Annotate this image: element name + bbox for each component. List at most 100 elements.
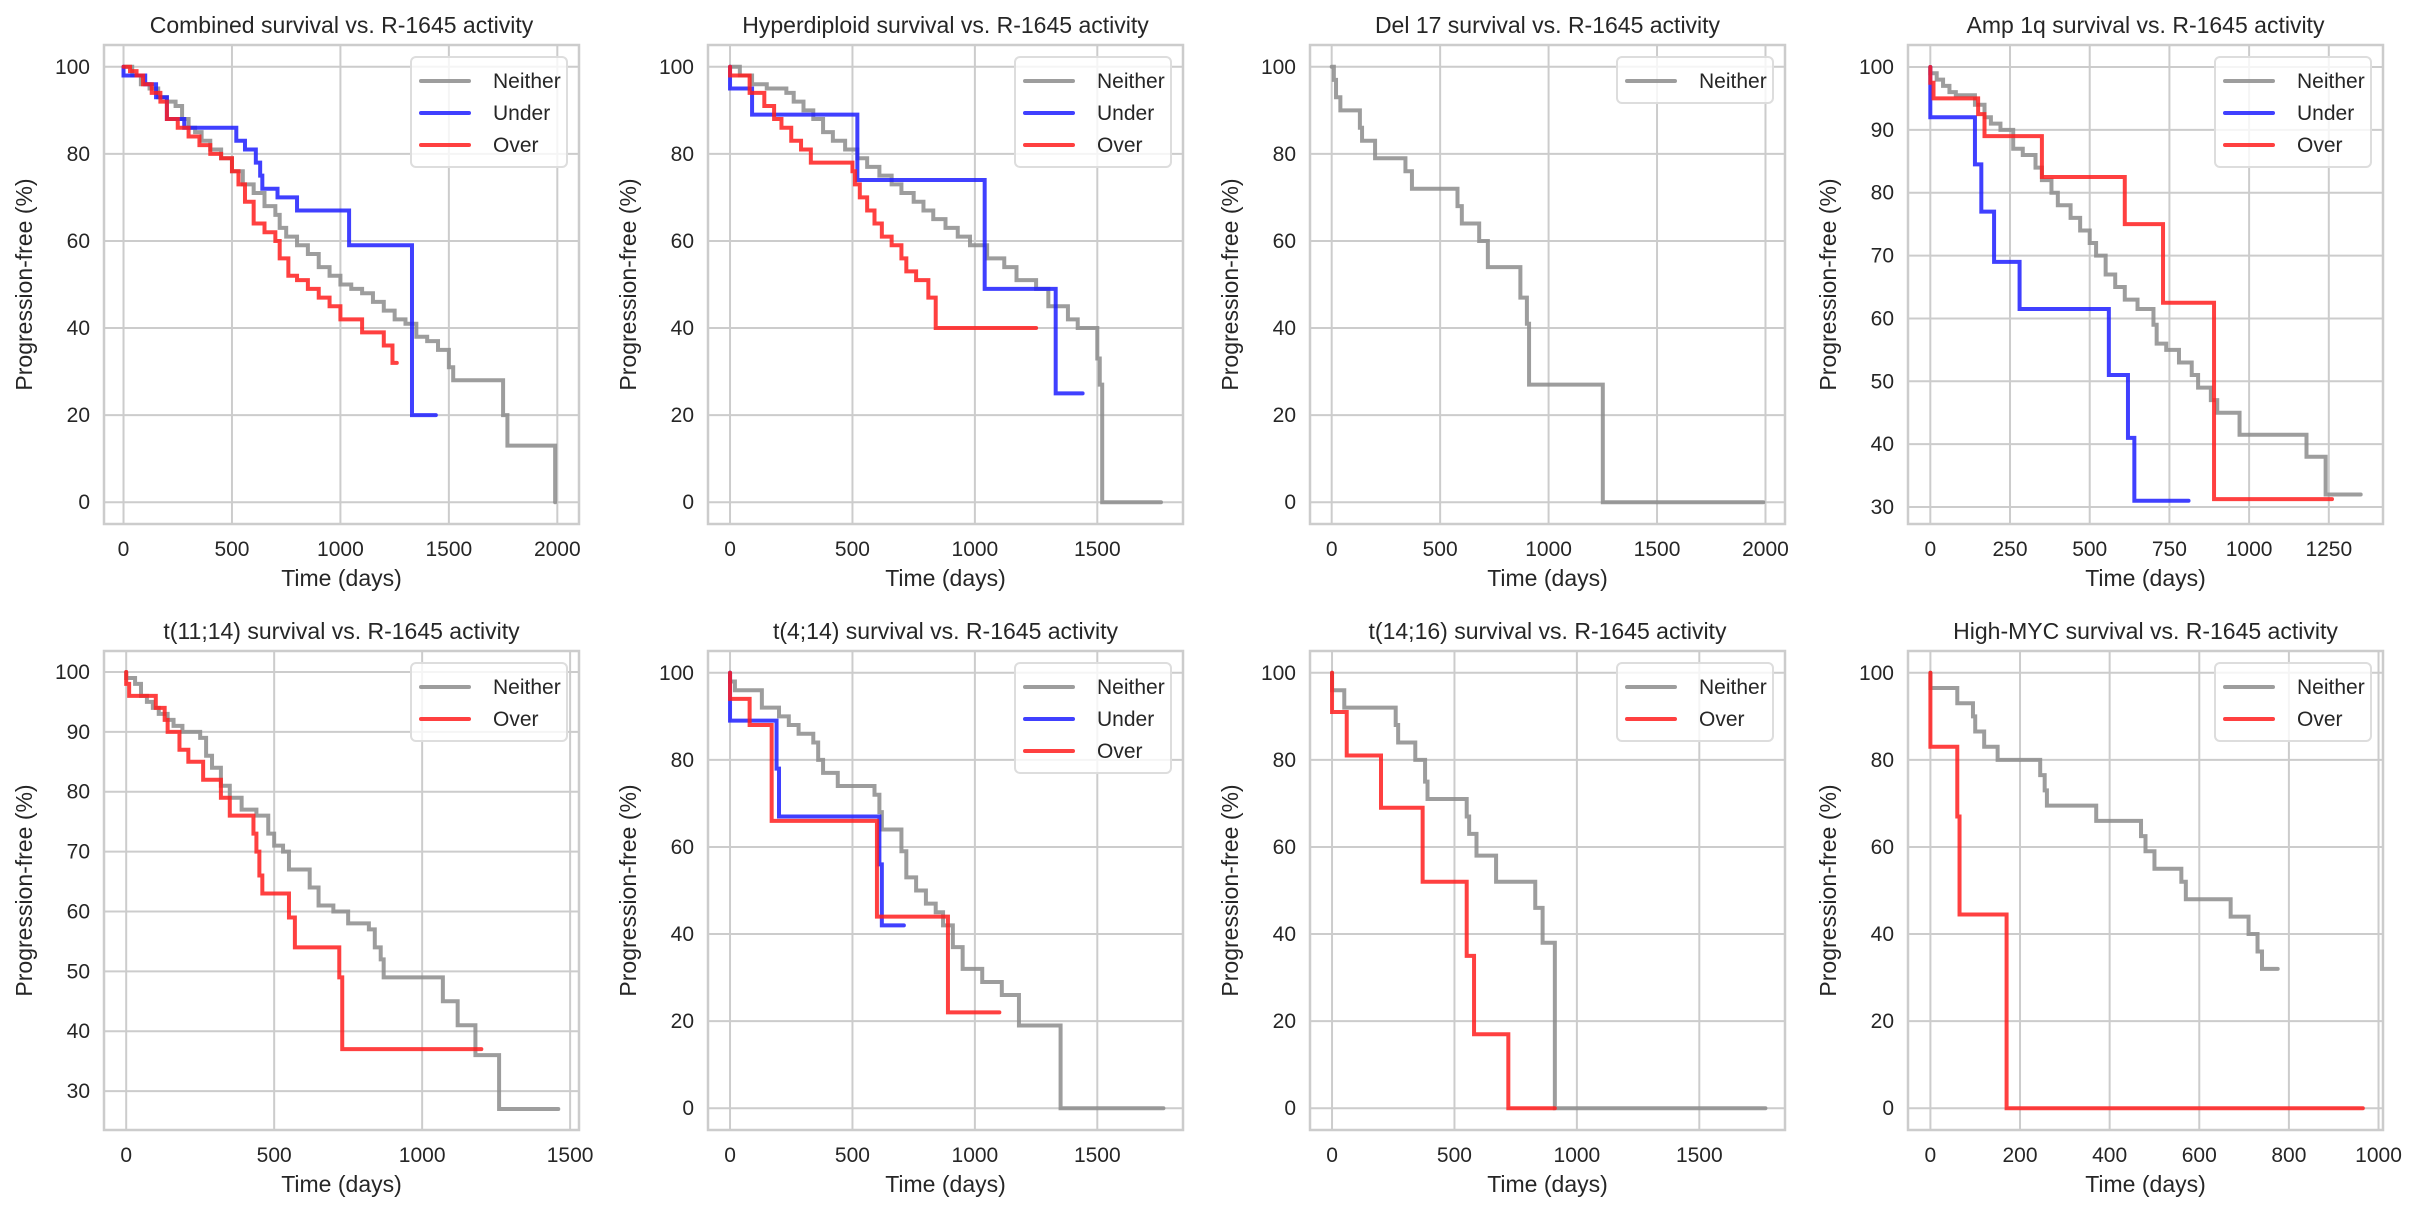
- y-axis-label: Progression-free (%): [1815, 784, 1841, 996]
- y-tick-label: 0: [1284, 491, 1296, 514]
- panel-del-17: 0 500 1000 1500 2000 0 20 40 60 80 100 Del 17 survi…: [1217, 12, 1789, 591]
- legend-box: [1014, 56, 1172, 168]
- y-tick-label: 40: [67, 1020, 90, 1043]
- series-over-curve: [1928, 670, 2365, 1111]
- axes-frame: [706, 43, 1185, 526]
- x-tick-label: 1000: [2355, 1144, 2402, 1167]
- y-tick-label: 20: [67, 404, 90, 427]
- panel-combined: 0 500 1000 1500 2000 0 20 40 60 80 100 Combined sur…: [11, 12, 581, 591]
- x-tick-label: 0: [1924, 538, 1936, 561]
- y-tick-label: 40: [67, 317, 90, 340]
- axes-frame: [1906, 43, 2385, 526]
- x-tick-label: 800: [2271, 1144, 2306, 1167]
- x-tick-label: 1500: [1074, 1144, 1121, 1167]
- x-tick-label: 0: [1925, 1144, 1937, 1167]
- series-under-curve: [1928, 65, 2191, 503]
- panel-t-14-16: 0 500 1000 1500 0 20 40 60 80 100 t(14;16) surviva…: [1217, 618, 1787, 1197]
- y-tick-label: 60: [1273, 230, 1296, 253]
- y-tick-label: 0: [1284, 1097, 1296, 1120]
- x-tick-label: 500: [214, 538, 249, 561]
- y-tick-label: 100: [1261, 56, 1296, 79]
- y-tick-label: 40: [1273, 317, 1296, 340]
- x-tick-label: 1000: [952, 538, 999, 561]
- y-tick-label: 60: [1871, 836, 1894, 859]
- legend: Neither Over: [1616, 662, 1774, 742]
- y-axis-label: Progression-free (%): [615, 178, 641, 390]
- legend: Neither Over: [2214, 662, 2372, 742]
- y-tick-label: 60: [1871, 307, 1894, 330]
- chart-title: t(4;14) survival vs. R-1645 activity: [773, 618, 1119, 644]
- chart-title: Combined survival vs. R-1645 activity: [150, 12, 534, 38]
- y-tick-label: 80: [1871, 182, 1894, 205]
- y-axis-label: Progression-free (%): [11, 178, 37, 390]
- y-tick-label: 0: [78, 491, 90, 514]
- y-axis-label: Progression-free (%): [1815, 178, 1841, 390]
- series-under-curve: [728, 64, 1085, 396]
- y-tick-label: 50: [1871, 370, 1894, 393]
- x-axis-label: Time (days): [885, 565, 1006, 591]
- legend-box: [1014, 662, 1172, 774]
- x-tick-label: 600: [2182, 1144, 2217, 1167]
- x-tick-label: 1000: [952, 1144, 999, 1167]
- y-tick-label: 20: [671, 404, 694, 427]
- y-axis-label: Progression-free (%): [615, 784, 641, 996]
- series-over-curve: [124, 669, 484, 1052]
- x-axis-label: Time (days): [2085, 565, 2206, 591]
- axes-frame: [1906, 649, 2385, 1132]
- series-neither-curve: [124, 669, 561, 1112]
- y-tick-label: 80: [1871, 749, 1894, 772]
- x-tick-label: 500: [2072, 538, 2107, 561]
- x-axis-label: Time (days): [1487, 1171, 1608, 1197]
- y-tick-label: 60: [1273, 836, 1296, 859]
- axes-frame: [706, 649, 1185, 1132]
- legend-label-over: Over: [1097, 740, 1143, 763]
- y-tick-label: 100: [659, 662, 694, 685]
- y-tick-label: 80: [671, 143, 694, 166]
- x-tick-label: 1500: [1634, 538, 1681, 561]
- axes-frame: [1308, 43, 1787, 526]
- legend-label-neither: Neither: [1097, 70, 1165, 93]
- legend: Neither Under Over: [410, 56, 568, 168]
- chart-title: Amp 1q survival vs. R-1645 activity: [1967, 12, 2325, 38]
- legend-label-over: Over: [1699, 708, 1745, 731]
- x-tick-label: 500: [835, 1144, 870, 1167]
- y-tick-label: 20: [1273, 1010, 1296, 1033]
- y-tick-label: 30: [1871, 496, 1894, 519]
- legend-label-over: Over: [2297, 708, 2343, 731]
- series-neither-curve: [121, 64, 558, 505]
- y-tick-label: 40: [671, 923, 694, 946]
- legend-box: [1616, 662, 1774, 742]
- legend: Neither Over: [410, 662, 568, 742]
- legend-label-over: Over: [493, 134, 539, 157]
- y-tick-label: 100: [1859, 56, 1894, 79]
- y-tick-label: 40: [671, 317, 694, 340]
- y-tick-label: 50: [67, 960, 90, 983]
- x-axis-label: Time (days): [2085, 1171, 2206, 1197]
- y-tick-label: 100: [1261, 662, 1296, 685]
- x-tick-label: 500: [835, 538, 870, 561]
- panel-t-11-14: 0 500 1000 1500 30 40 50 60 70 80 90 100 t(11;14) su…: [11, 618, 593, 1197]
- y-axis-label: Progression-free (%): [11, 784, 37, 996]
- x-tick-label: 2000: [534, 538, 581, 561]
- legend-box: [2214, 56, 2372, 168]
- x-tick-label: 1500: [1676, 1144, 1723, 1167]
- series-over-curve: [121, 64, 399, 365]
- y-tick-label: 80: [1273, 143, 1296, 166]
- x-tick-label: 1500: [426, 538, 473, 561]
- legend-label-neither: Neither: [2297, 70, 2365, 93]
- series-over-curve: [728, 64, 1039, 331]
- x-tick-label: 750: [2152, 538, 2187, 561]
- x-axis-label: Time (days): [1487, 565, 1608, 591]
- y-tick-label: 60: [67, 230, 90, 253]
- panel-hyperdiploid: 0 500 1000 1500 0 20 40 60 80 100 Hyperdiploid sur…: [615, 12, 1185, 591]
- panel-high-myc: 0 200 400 600 800 1000 0 20 40 60 80 100 High-MYC su…: [1815, 618, 2402, 1197]
- series-neither-curve: [1330, 670, 1768, 1111]
- y-tick-label: 40: [1871, 923, 1894, 946]
- legend-label-neither: Neither: [1097, 676, 1165, 699]
- series-neither-curve: [728, 64, 1163, 505]
- x-tick-label: 0: [724, 1144, 736, 1167]
- series-over-curve: [728, 670, 1002, 1015]
- series-over-curve: [1330, 670, 1557, 1111]
- legend-label-neither: Neither: [1699, 676, 1767, 699]
- chart-title: t(14;16) survival vs. R-1645 activity: [1369, 618, 1727, 644]
